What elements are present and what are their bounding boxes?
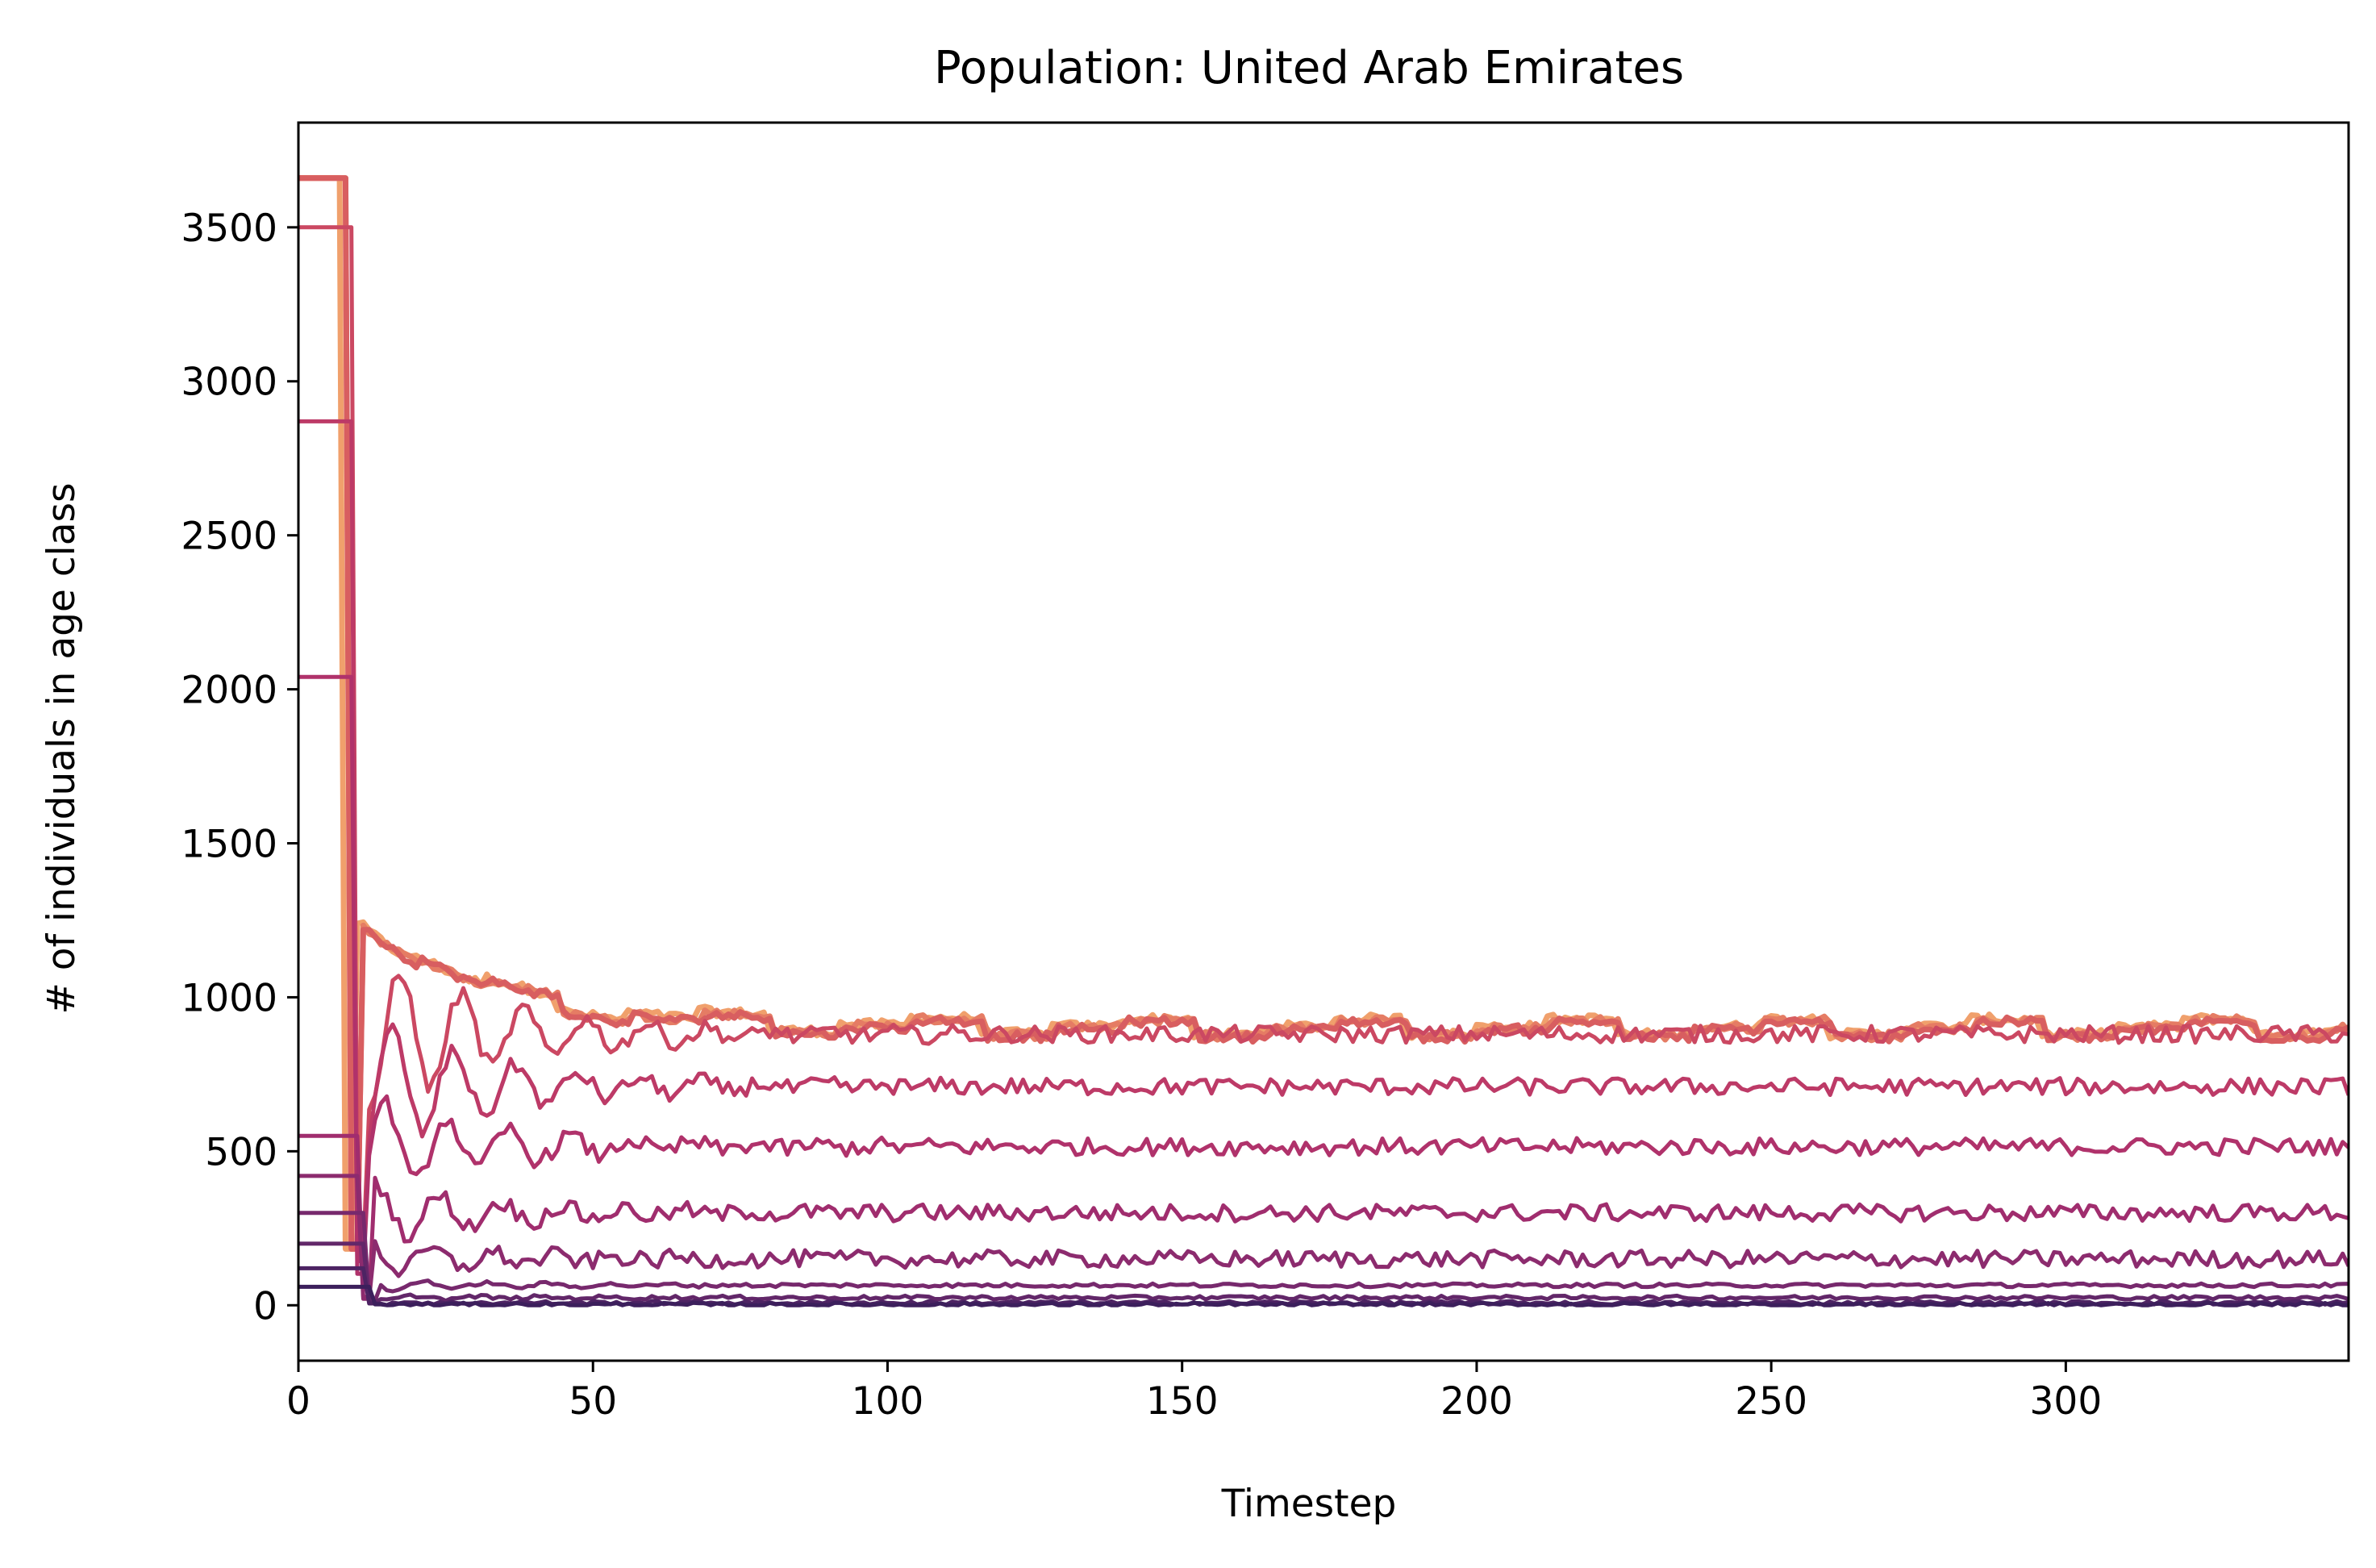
x-tick-label: 150 [1146, 1379, 1219, 1424]
x-tick-label: 0 [286, 1379, 311, 1424]
series-line-9 [298, 1241, 2349, 1304]
series-line-7 [298, 1174, 2349, 1301]
chart-title: Population: United Arab Emirates [934, 42, 1684, 94]
series-line-5 [298, 674, 2349, 1276]
x-axis: 0 50 100 150 200 250 300 [286, 1361, 2102, 1424]
x-tick-label: 100 [852, 1379, 924, 1424]
plot-frame [297, 121, 2350, 1362]
x-axis-label: Timestep [1221, 1482, 1397, 1526]
plot-area [298, 175, 2349, 1307]
x-tick-label: 250 [1735, 1379, 1807, 1424]
y-tick-label: 0 [253, 1284, 277, 1328]
series-line-6 [298, 1133, 2349, 1299]
series-line-3 [298, 225, 2349, 1253]
y-tick-label: 1000 [181, 976, 277, 1020]
y-tick-label: 2000 [181, 669, 277, 713]
y-tick-label: 3000 [181, 361, 277, 405]
series-line-4 [298, 419, 2349, 1263]
y-axis: 0 500 1000 1500 2000 2500 3000 3500 [181, 206, 298, 1328]
y-tick-label: 1500 [181, 823, 277, 867]
y-axis-label: # of individuals in age class [40, 482, 84, 1014]
x-tick-label: 50 [569, 1379, 617, 1424]
x-tick-label: 200 [1440, 1379, 1513, 1424]
y-tick-label: 500 [205, 1130, 277, 1174]
series-line-11 [298, 1284, 2349, 1307]
x-tick-label: 300 [2030, 1379, 2103, 1424]
series-line-2 [298, 175, 2349, 1252]
series-line-8 [298, 1211, 2349, 1303]
y-tick-label: 3500 [181, 206, 277, 251]
y-tick-label: 2500 [181, 515, 277, 559]
